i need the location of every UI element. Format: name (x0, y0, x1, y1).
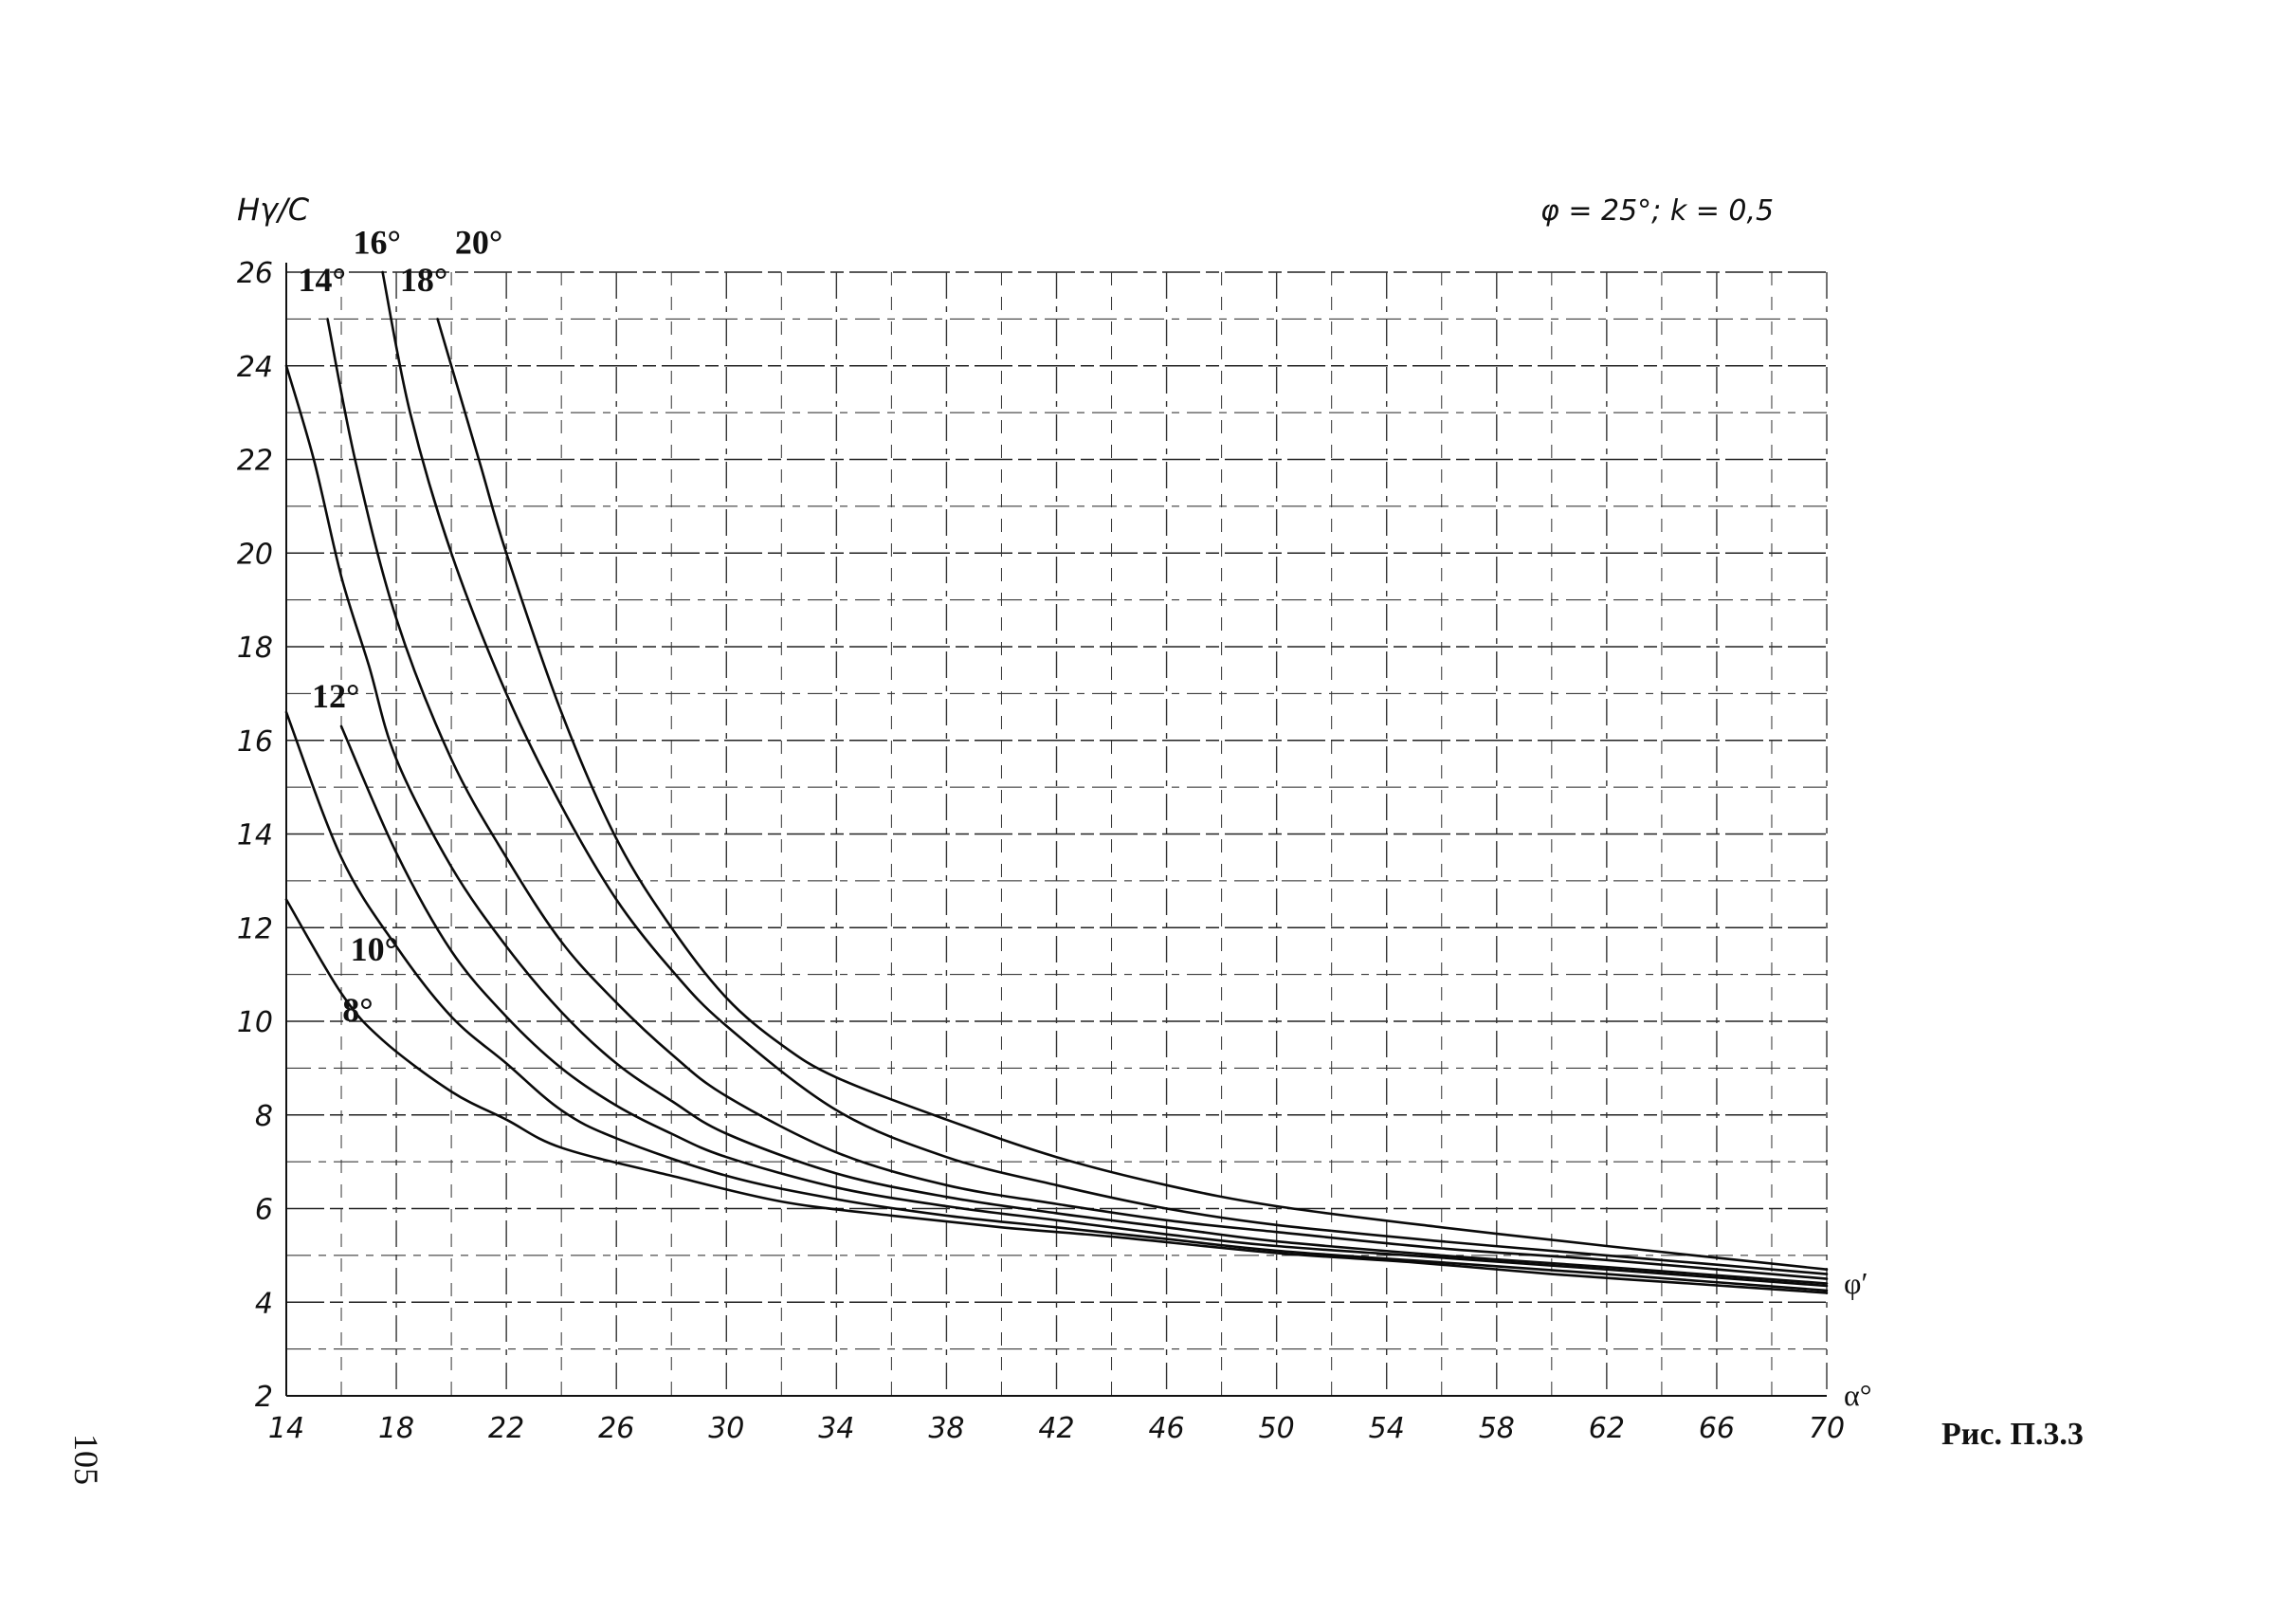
series-axis-label: φ′ (1844, 1266, 1868, 1300)
x-tick-label: 42 (1038, 1412, 1074, 1445)
curve-label: 16° (354, 223, 401, 261)
curve-label: 18° (400, 261, 447, 299)
x-tick-label: 54 (1369, 1412, 1405, 1445)
x-tick-label: 14 (268, 1412, 304, 1445)
y-tick-label: 8 (255, 1100, 273, 1133)
x-tick-label: 38 (928, 1412, 964, 1445)
curve-label: 10° (351, 930, 398, 968)
chart-parameters: φ = 25°; k = 0,5 (1540, 194, 1774, 228)
x-tick-label: 46 (1148, 1412, 1184, 1445)
page-number: 105 (67, 1434, 105, 1485)
curve-label: 14° (299, 261, 346, 299)
series-line (381, 270, 1829, 1275)
x-tick-label: 70 (1809, 1412, 1845, 1445)
x-axis-label: α° (1844, 1378, 1872, 1412)
x-tick-label: 34 (818, 1412, 854, 1445)
series-line (284, 710, 1829, 1292)
y-tick-label: 22 (237, 445, 273, 478)
y-tick-label: 18 (237, 632, 273, 665)
x-tick-label: 50 (1259, 1412, 1295, 1445)
grid-layer (285, 263, 1828, 1397)
y-tick-label: 14 (237, 819, 273, 852)
x-tick-label: 30 (708, 1412, 744, 1445)
y-tick-label: 2 (255, 1381, 273, 1414)
series-line (339, 724, 1829, 1288)
series-line (284, 364, 1829, 1285)
x-tick-label: 26 (598, 1412, 634, 1445)
x-tick-label: 66 (1699, 1412, 1735, 1445)
x-tick-label: 62 (1589, 1412, 1625, 1445)
x-tick-label: 22 (488, 1412, 524, 1445)
y-axis-label: Hγ/C (237, 192, 310, 228)
series-line (436, 318, 1829, 1271)
y-tick-label: 6 (255, 1194, 273, 1227)
curve-label: 12° (312, 677, 359, 715)
y-tick-label: 16 (237, 725, 273, 759)
curve-label: 8° (342, 991, 373, 1029)
x-tick-label: 18 (378, 1412, 414, 1445)
y-tick-label: 20 (237, 538, 273, 571)
y-tick-label: 26 (237, 257, 273, 290)
series-layer (284, 270, 1829, 1294)
y-tick-label: 4 (255, 1287, 273, 1320)
y-tick-label: 12 (237, 912, 273, 945)
figure-caption: Рис. П.3.3 (1941, 1417, 2084, 1452)
y-tick-label: 10 (237, 1006, 273, 1039)
y-tick-label: 24 (237, 351, 273, 384)
x-tick-label: 58 (1479, 1412, 1515, 1445)
curve-label: 20° (455, 223, 502, 261)
series-line (326, 318, 1829, 1280)
series-line (284, 898, 1829, 1294)
